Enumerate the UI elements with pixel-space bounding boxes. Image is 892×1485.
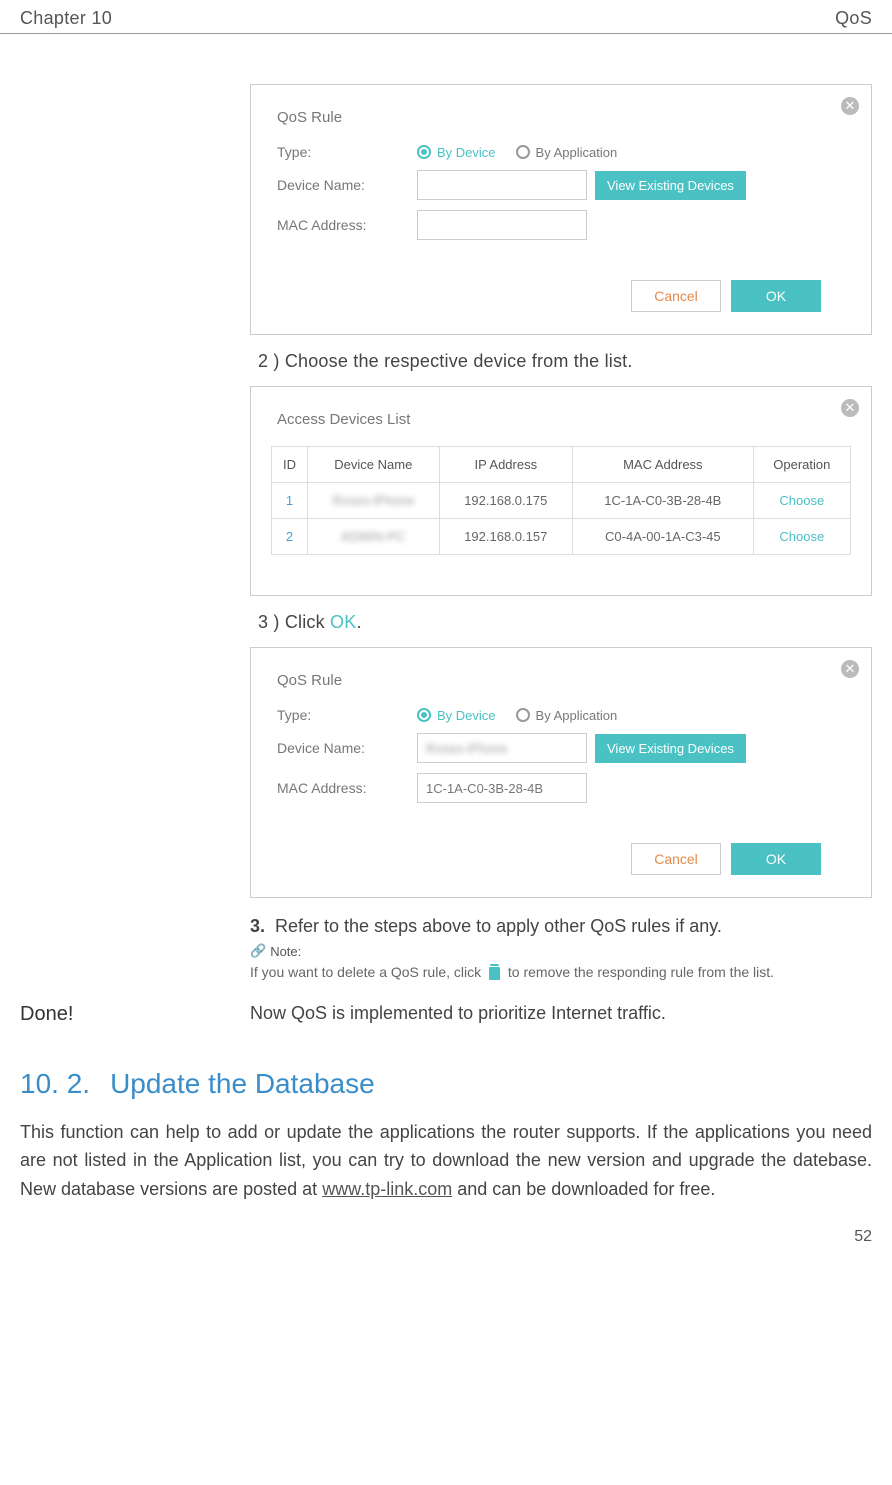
type-label: Type:	[277, 707, 417, 723]
col-mac: MAC Address	[573, 447, 754, 483]
step-body: Choose the respective device from the li…	[285, 351, 633, 371]
note-post: to remove the responding rule from the l…	[504, 964, 774, 980]
cell-id: 2	[272, 519, 308, 555]
close-icon[interactable]: ✕	[841, 399, 859, 417]
radio-selected-icon	[417, 145, 431, 159]
cancel-button[interactable]: Cancel	[631, 843, 721, 875]
table-row: 2 ADMIN-PC 192.168.0.157 C0-4A-00-1A-C3-…	[272, 519, 851, 555]
choose-link[interactable]: Choose	[753, 519, 850, 555]
devices-list-title: Access Devices List	[277, 411, 851, 428]
done-text: Now QoS is implemented to prioritize Int…	[250, 1003, 872, 1026]
topic-label: QoS	[835, 8, 872, 29]
col-name: Device Name	[308, 447, 439, 483]
note-label: Note:	[270, 944, 301, 959]
section-heading: 10. 2. Update the Database	[20, 1068, 872, 1100]
step-number: 3.	[250, 916, 265, 936]
device-name-input[interactable]	[417, 170, 587, 200]
cell-name: ADMIN-PC	[308, 519, 439, 555]
view-existing-devices-button[interactable]: View Existing Devices	[595, 734, 746, 763]
radio-label: By Application	[536, 708, 618, 723]
cancel-button[interactable]: Cancel	[631, 280, 721, 312]
step-pre: Click	[285, 612, 330, 632]
mac-address-label: MAC Address:	[277, 780, 417, 796]
note-pre: If you want to delete a QoS rule, click	[250, 964, 485, 980]
section-number: 10. 2.	[20, 1068, 90, 1099]
radio-label: By Device	[437, 708, 496, 723]
cell-name: Roses-iPhone	[308, 483, 439, 519]
devices-table: ID Device Name IP Address MAC Address Op…	[271, 446, 851, 555]
access-devices-dialog: ✕ Access Devices List ID Device Name IP …	[250, 386, 872, 596]
tplink-link[interactable]: www.tp-link.com	[322, 1179, 452, 1199]
mac-address-input[interactable]	[417, 773, 587, 803]
table-row: 1 Roses-iPhone 192.168.0.175 1C-1A-C0-3B…	[272, 483, 851, 519]
step-number: 2 )	[258, 351, 280, 371]
radio-unselected-icon	[516, 145, 530, 159]
note-body: If you want to delete a QoS rule, click …	[250, 963, 872, 983]
paperclip-icon: 🔗	[250, 943, 266, 959]
trash-icon	[489, 967, 500, 980]
choose-link[interactable]: Choose	[753, 483, 850, 519]
main-step-3: 3. Refer to the steps above to apply othe…	[250, 916, 872, 937]
view-existing-devices-button[interactable]: View Existing Devices	[595, 171, 746, 200]
close-icon[interactable]: ✕	[841, 97, 859, 115]
dialog-title: QoS Rule	[277, 109, 851, 126]
cell-ip: 192.168.0.175	[439, 483, 573, 519]
cell-id: 1	[272, 483, 308, 519]
table-header-row: ID Device Name IP Address MAC Address Op…	[272, 447, 851, 483]
ok-button[interactable]: OK	[731, 843, 821, 875]
radio-by-device[interactable]: By Device	[417, 145, 496, 160]
done-label: Done!	[20, 1003, 230, 1026]
device-name-input[interactable]: Roses-iPhone	[417, 733, 587, 763]
qos-rule-dialog-filled: ✕ QoS Rule Type: By Device By Applicatio…	[250, 647, 872, 898]
step-body: Refer to the steps above to apply other …	[275, 916, 722, 936]
radio-label: By Application	[536, 145, 618, 160]
radio-by-device[interactable]: By Device	[417, 708, 496, 723]
step-3-text: 3 ) Click OK.	[258, 612, 872, 633]
cell-mac: 1C-1A-C0-3B-28-4B	[573, 483, 754, 519]
dialog-title: QoS Rule	[277, 672, 851, 689]
ok-button[interactable]: OK	[731, 280, 821, 312]
cell-mac: C0-4A-00-1A-C3-45	[573, 519, 754, 555]
page-header: Chapter 10 QoS	[0, 0, 892, 34]
mac-address-label: MAC Address:	[277, 217, 417, 233]
note-label-line: 🔗 Note:	[250, 943, 872, 959]
device-name-label: Device Name:	[277, 177, 417, 193]
close-icon[interactable]: ✕	[841, 660, 859, 678]
done-row: Done! Now QoS is implemented to prioriti…	[0, 1003, 892, 1026]
mac-address-input[interactable]	[417, 210, 587, 240]
page-number: 52	[0, 1204, 892, 1254]
device-name-label: Device Name:	[277, 740, 417, 756]
col-ip: IP Address	[439, 447, 573, 483]
radio-unselected-icon	[516, 708, 530, 722]
ok-text: OK	[330, 612, 356, 632]
radio-by-application[interactable]: By Application	[516, 708, 618, 723]
cell-ip: 192.168.0.157	[439, 519, 573, 555]
step-post: .	[356, 612, 361, 632]
para-text-2: and can be downloaded for free.	[452, 1179, 715, 1199]
qos-rule-dialog: ✕ QoS Rule Type: By Device By Applicatio…	[250, 84, 872, 335]
section-title: Update the Database	[110, 1068, 375, 1099]
radio-selected-icon	[417, 708, 431, 722]
step-number: 3 )	[258, 612, 280, 632]
body-paragraph: This function can help to add or update …	[20, 1118, 872, 1204]
col-id: ID	[272, 447, 308, 483]
step-2-text: 2 ) Choose the respective device from th…	[258, 351, 872, 372]
radio-label: By Device	[437, 145, 496, 160]
radio-by-application[interactable]: By Application	[516, 145, 618, 160]
col-operation: Operation	[753, 447, 850, 483]
chapter-label: Chapter 10	[20, 8, 112, 29]
type-label: Type:	[277, 144, 417, 160]
